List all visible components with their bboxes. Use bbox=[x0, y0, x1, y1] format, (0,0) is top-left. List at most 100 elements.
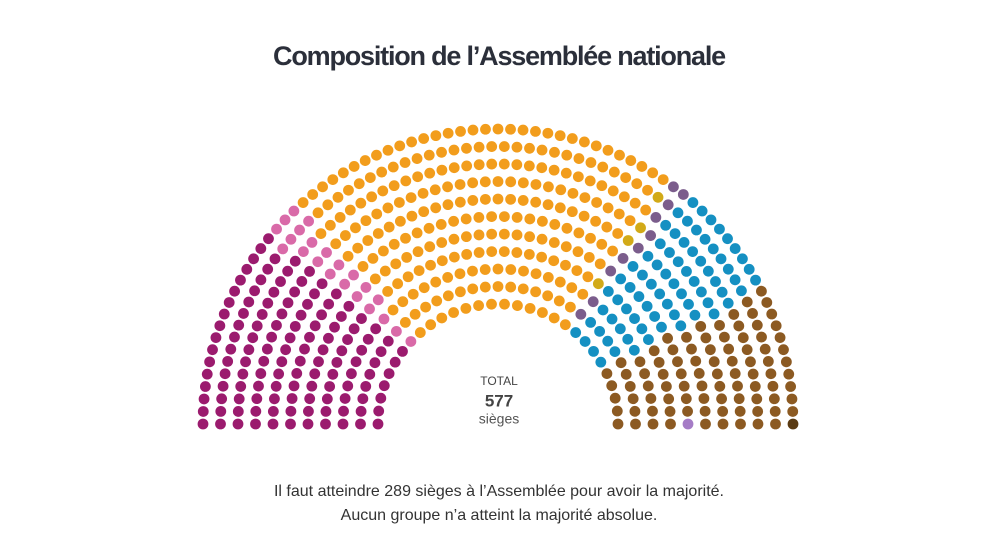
seat bbox=[733, 320, 745, 332]
seat bbox=[652, 191, 664, 203]
seat bbox=[549, 219, 561, 230]
seat bbox=[251, 393, 263, 405]
seat bbox=[663, 393, 675, 405]
seat bbox=[284, 332, 296, 344]
seat bbox=[327, 174, 339, 185]
seat bbox=[273, 368, 285, 380]
seat bbox=[708, 308, 720, 320]
seat bbox=[756, 331, 767, 343]
seat bbox=[289, 255, 301, 267]
seat bbox=[414, 327, 426, 338]
seat bbox=[348, 323, 360, 335]
seat bbox=[768, 393, 780, 405]
seat bbox=[253, 380, 264, 392]
seat bbox=[716, 393, 727, 405]
seat bbox=[555, 184, 567, 196]
seat bbox=[377, 185, 389, 197]
seat bbox=[662, 199, 674, 211]
seat bbox=[486, 298, 497, 310]
seat bbox=[306, 236, 318, 248]
seat bbox=[668, 181, 679, 193]
seat bbox=[316, 278, 328, 290]
seat bbox=[250, 418, 261, 430]
seat bbox=[702, 297, 714, 309]
seat bbox=[577, 288, 589, 300]
seat bbox=[718, 331, 730, 343]
seat bbox=[749, 381, 761, 392]
seat bbox=[523, 160, 535, 172]
seat bbox=[631, 178, 643, 190]
seat bbox=[722, 233, 733, 245]
seat bbox=[645, 278, 657, 290]
seat bbox=[280, 344, 292, 356]
seat bbox=[448, 307, 459, 318]
seat bbox=[750, 274, 761, 286]
seat bbox=[570, 327, 582, 338]
seat bbox=[585, 232, 596, 244]
seat bbox=[197, 406, 209, 417]
seat bbox=[355, 197, 367, 209]
seat bbox=[632, 242, 644, 254]
seat bbox=[615, 273, 627, 285]
seat bbox=[360, 215, 372, 227]
seat bbox=[542, 271, 554, 283]
seat bbox=[536, 251, 548, 263]
seat bbox=[714, 223, 725, 235]
seat bbox=[304, 265, 315, 277]
seat bbox=[783, 368, 795, 380]
seat bbox=[248, 253, 259, 265]
seat bbox=[723, 343, 735, 355]
seat bbox=[348, 161, 360, 172]
seat bbox=[411, 153, 423, 164]
seat bbox=[618, 191, 630, 203]
seat bbox=[560, 167, 572, 179]
seat bbox=[288, 205, 300, 217]
seat bbox=[429, 184, 441, 196]
seat bbox=[360, 282, 372, 293]
seat bbox=[711, 368, 723, 380]
seat bbox=[609, 346, 621, 358]
seat bbox=[303, 215, 314, 227]
seat bbox=[678, 380, 690, 392]
seat bbox=[473, 229, 485, 241]
seat bbox=[633, 291, 645, 302]
seat bbox=[613, 208, 625, 220]
seat bbox=[752, 418, 764, 430]
seat bbox=[710, 276, 721, 287]
seat bbox=[675, 368, 687, 380]
seat bbox=[627, 393, 639, 405]
seat bbox=[442, 290, 454, 302]
seat bbox=[524, 231, 536, 243]
seat bbox=[642, 184, 653, 196]
seat bbox=[418, 133, 430, 144]
seat bbox=[394, 140, 406, 152]
seat bbox=[296, 276, 308, 287]
seat bbox=[612, 418, 624, 430]
seat bbox=[345, 368, 357, 380]
seat bbox=[199, 381, 211, 392]
seat bbox=[668, 278, 680, 290]
seat bbox=[769, 405, 781, 417]
seat bbox=[607, 185, 619, 197]
seat bbox=[229, 331, 240, 343]
seat bbox=[765, 368, 777, 380]
seat bbox=[303, 405, 314, 417]
seat bbox=[247, 332, 259, 344]
seat bbox=[243, 344, 255, 356]
seat bbox=[681, 265, 692, 277]
seat bbox=[630, 418, 641, 430]
seat bbox=[591, 197, 603, 208]
seat bbox=[700, 418, 711, 430]
seat bbox=[770, 418, 781, 430]
seat bbox=[315, 228, 327, 240]
seat bbox=[309, 288, 320, 300]
seat bbox=[650, 212, 662, 223]
seat bbox=[660, 268, 672, 280]
seat bbox=[342, 380, 354, 392]
seat bbox=[774, 332, 786, 344]
seat bbox=[460, 213, 472, 225]
seat bbox=[660, 381, 672, 392]
seat bbox=[337, 418, 349, 430]
seat bbox=[689, 309, 701, 321]
